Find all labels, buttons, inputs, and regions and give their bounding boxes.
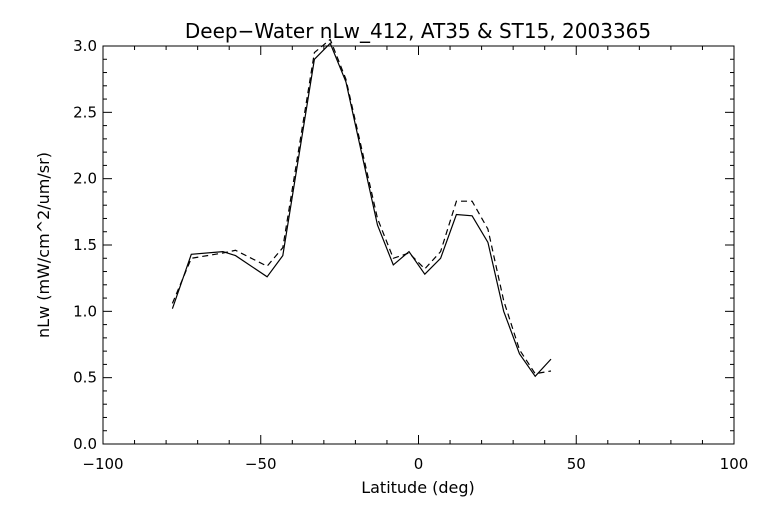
- plot-frame: [102, 45, 735, 445]
- y-tick-label: 1.5: [73, 236, 97, 254]
- x-tick-label: 0: [414, 455, 424, 473]
- y-tick-label: 0.0: [73, 435, 97, 453]
- y-tick-label: 2.0: [73, 170, 97, 188]
- series-line-dashed: [171, 38, 552, 375]
- x-tick-label: −50: [245, 455, 277, 473]
- x-tick-label: 50: [567, 455, 586, 473]
- chart-title: Deep−Water nLw_412, AT35 & ST15, 2003365: [185, 19, 651, 43]
- x-tick-label: −100: [82, 455, 123, 473]
- series-layer: [171, 38, 552, 378]
- y-tick-label: 0.5: [73, 369, 97, 387]
- series-line-solid: [171, 42, 552, 378]
- y-tick-label: 1.0: [73, 302, 97, 320]
- x-axis: −100 −50 0 50 100: [82, 46, 748, 473]
- y-axis-label: nLw (mW/cm^2/um/sr): [34, 152, 53, 338]
- y-tick-label: 3.0: [73, 37, 97, 55]
- x-tick-label: 100: [720, 455, 749, 473]
- y-tick-label: 2.5: [73, 103, 97, 121]
- y-axis: 0.0 0.5 1.0 1.5 2.0 2.5 3.0: [73, 37, 734, 453]
- x-axis-label: Latitude (deg): [361, 478, 475, 497]
